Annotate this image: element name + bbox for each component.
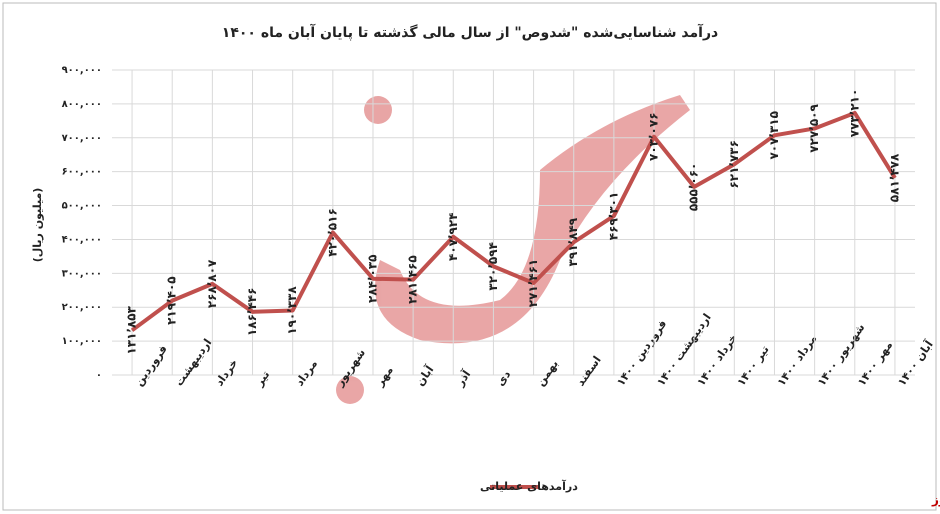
y-tick-label: ۵۰۰,۰۰۰ [62,201,102,212]
y-tick-label: ۲۰۰,۰۰۰ [62,302,102,313]
watermark [336,95,690,404]
data-label: ۳۲۰٬۵۹۴ [486,242,500,291]
data-label: ۷۰۷٬۳۱۵ [767,111,781,160]
y-tick-label: ۹۰۰,۰۰۰ [62,65,102,76]
y-tick-label: ۶۰۰,۰۰۰ [62,167,102,178]
data-label: ۷۲۷٬۵۰۹ [807,104,821,153]
y-tick-label: ۴۰۰,۰۰۰ [62,234,102,245]
data-label: ۲۸۱٬۴۶۵ [406,255,420,304]
data-label: ۲۸۴٬۰۳۵ [365,254,379,303]
data-label: ۶۲۱٬۷۳۶ [727,140,741,189]
y-tick-label: ۸۰۰,۰۰۰ [62,99,102,110]
data-label: ۵۵۵٬۰۶۰ [687,163,701,212]
data-label: ۴۰۷٬۹۲۴ [446,213,460,262]
y-axis-label: (میلیون ریال) [31,188,44,263]
data-label: ۱۹۰٬۳۳۸ [285,286,299,335]
line-series [130,110,897,332]
data-label: ۳۹۱٬۸۴۹ [566,217,580,266]
data-label: ۵۸۱٬۴۷۸ [887,153,901,202]
data-label: ۱۸۶٬۴۴۶ [245,288,259,337]
data-label: ۴۶۹٬۳۰۱ [606,192,620,241]
data-label: ۷۰۳٬۰۷۶ [647,112,661,161]
y-tick-label: ۰ [96,370,102,381]
data-label: ۲۱۹٬۴۰۵ [165,276,179,325]
source: بورس نیوز [931,493,940,508]
y-tick-label: ۳۰۰,۰۰۰ [62,268,102,279]
data-label: ۱۳۱٬۸۵۳ [125,305,139,354]
data-label: ۲۶۸٬۸۰۷ [205,259,219,308]
y-tick-label: ۱۰۰,۰۰۰ [62,336,102,347]
data-label: ۷۷۳٬۲۱۰ [847,89,861,138]
chart-title: درآمد شناسایی‌شده "شدوص" از سال مالی گذش… [222,23,718,41]
y-tick-label: ۷۰۰,۰۰۰ [62,133,102,144]
legend-label: درآمدهای عملیاتی [480,479,578,493]
data-label: ۴۲۰٬۵۱۶ [325,208,339,257]
data-label: ۲۷۱٬۴۶۱ [526,259,540,308]
